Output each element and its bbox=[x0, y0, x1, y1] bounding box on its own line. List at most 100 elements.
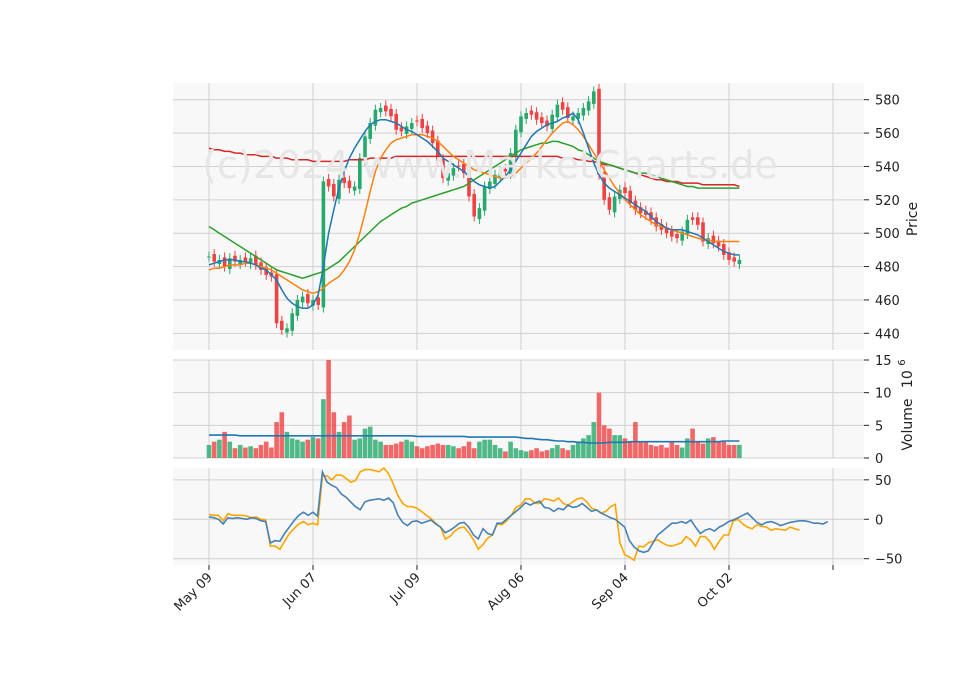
volume-bar bbox=[716, 441, 721, 458]
candle-body bbox=[462, 163, 466, 174]
oscillator-line-blue bbox=[208, 468, 829, 554]
candle-body bbox=[508, 153, 513, 174]
volume-bar bbox=[487, 439, 493, 458]
candle-body bbox=[472, 193, 476, 217]
volume-bar bbox=[445, 444, 451, 458]
candle-body bbox=[737, 259, 742, 265]
volume-bar bbox=[243, 447, 248, 458]
oscillator-ytick-label: −50 bbox=[875, 553, 902, 568]
candle-body bbox=[612, 196, 617, 213]
volume-bar bbox=[705, 438, 711, 458]
x-tick-label: May 09 bbox=[172, 570, 216, 614]
candle-body bbox=[378, 108, 383, 113]
volume-bar bbox=[414, 446, 420, 458]
volume-bar bbox=[258, 444, 264, 458]
candle-body bbox=[233, 255, 237, 262]
candle-body bbox=[300, 296, 305, 303]
candle-body bbox=[670, 230, 674, 237]
candle-body bbox=[550, 114, 554, 129]
candle-body bbox=[363, 136, 367, 161]
candle-body bbox=[228, 258, 232, 270]
volume-bar bbox=[336, 431, 342, 458]
candle-body bbox=[597, 88, 601, 175]
volume-bar bbox=[321, 399, 326, 458]
candle-body bbox=[254, 255, 258, 265]
volume-bar bbox=[263, 441, 269, 458]
volume-bar bbox=[669, 441, 675, 458]
candle-body bbox=[623, 187, 627, 194]
volume-bar bbox=[461, 446, 467, 458]
volume-bar bbox=[409, 441, 415, 458]
candle-body bbox=[264, 267, 268, 275]
candle-body bbox=[394, 113, 398, 130]
x-tick-label: Aug 06 bbox=[485, 570, 528, 613]
candle-body bbox=[373, 109, 378, 126]
volume-bar bbox=[367, 426, 373, 458]
candle-body bbox=[420, 118, 424, 129]
volume-bar bbox=[456, 448, 461, 458]
volume-bar bbox=[295, 439, 300, 458]
price-axis-label: Price bbox=[905, 202, 921, 236]
watermark-text: (c)2024 www.MarketCharts.de bbox=[202, 143, 778, 187]
volume-bar bbox=[622, 438, 628, 458]
candle-body bbox=[690, 217, 695, 220]
candle-body bbox=[342, 177, 346, 184]
candle-body bbox=[399, 127, 404, 132]
volume-ytick-label: 10 bbox=[875, 387, 892, 402]
candle-body bbox=[493, 174, 497, 184]
volume-bar bbox=[253, 448, 259, 458]
x-axis: May 09 Jun 07 Jul 09 Aug 06 Sep 04 Oct 02 bbox=[172, 565, 834, 614]
price-ytick-label: 480 bbox=[875, 261, 900, 276]
candle-body bbox=[675, 234, 679, 239]
candle-body bbox=[581, 108, 586, 116]
candle-body bbox=[316, 297, 320, 305]
volume-bar bbox=[638, 441, 643, 458]
volume-bar bbox=[596, 392, 602, 458]
candle-body bbox=[451, 168, 456, 176]
volume-bar bbox=[399, 441, 404, 458]
volume-bar bbox=[607, 428, 612, 458]
volume-bar bbox=[503, 451, 508, 458]
volume-bar bbox=[300, 441, 305, 458]
price-ytick-label: 460 bbox=[875, 294, 900, 309]
price-ytick-label: 440 bbox=[875, 327, 900, 342]
oscillator-background bbox=[173, 468, 864, 565]
volume-bar bbox=[643, 441, 649, 458]
candle-body bbox=[680, 231, 684, 241]
volume-bar bbox=[539, 451, 545, 458]
volume-bar bbox=[497, 448, 503, 458]
volume-bar bbox=[565, 450, 571, 458]
volume-bar bbox=[685, 438, 690, 458]
candle-body bbox=[696, 217, 700, 225]
volume-bar bbox=[373, 439, 378, 458]
candle-body bbox=[488, 181, 492, 189]
volume-bar bbox=[555, 444, 560, 458]
candle-body bbox=[326, 178, 331, 187]
volume-bar bbox=[534, 448, 539, 458]
candle-body bbox=[555, 104, 560, 118]
oscillator-ytick-label: 50 bbox=[875, 474, 892, 489]
candle-body bbox=[280, 320, 284, 330]
price-background bbox=[173, 83, 864, 350]
candle-body bbox=[592, 91, 596, 104]
volume-bar bbox=[700, 443, 706, 458]
volume-bar bbox=[711, 437, 716, 458]
candle-body bbox=[602, 172, 606, 200]
price-ytick-label: 500 bbox=[875, 227, 900, 242]
candle-body bbox=[248, 258, 253, 265]
candle-body bbox=[716, 240, 721, 247]
candle-body bbox=[498, 171, 502, 178]
ma-line-red bbox=[208, 147, 740, 188]
volume-bar bbox=[737, 444, 742, 458]
volume-bar bbox=[357, 438, 363, 458]
candle-body bbox=[358, 158, 362, 189]
candle-body bbox=[285, 328, 289, 333]
candle-body bbox=[664, 227, 669, 234]
volume-bar bbox=[284, 431, 290, 458]
volume-bar bbox=[690, 428, 695, 458]
volume-bar bbox=[612, 435, 617, 458]
volume-bar bbox=[310, 437, 316, 458]
volume-bar bbox=[560, 448, 565, 458]
candle-body bbox=[207, 256, 211, 258]
volume-axis-label-text: Volume bbox=[900, 399, 916, 451]
